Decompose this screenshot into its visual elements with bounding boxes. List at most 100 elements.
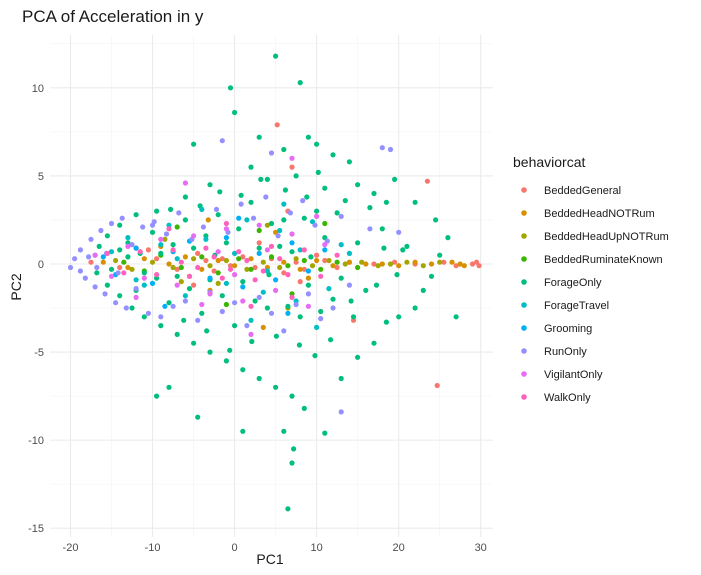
- data-point: [373, 282, 380, 288]
- data-point: [379, 145, 385, 151]
- y-tick-label: -15: [28, 523, 44, 535]
- data-point: [348, 298, 354, 304]
- series-ForageOnly: [92, 53, 459, 512]
- data-point: [334, 264, 340, 271]
- data-point: [104, 282, 110, 288]
- data-point: [213, 206, 220, 212]
- data-point: [346, 250, 352, 256]
- chart-title: PCA of Acceleration in y: [22, 7, 204, 26]
- data-point: [453, 314, 459, 320]
- data-point: [326, 286, 332, 292]
- data-point: [264, 176, 270, 182]
- data-point: [371, 340, 377, 346]
- data-point: [178, 264, 184, 271]
- data-point: [367, 205, 373, 211]
- data-point: [86, 254, 92, 260]
- data-point: [140, 224, 146, 230]
- data-point: [133, 277, 139, 283]
- data-point: [207, 263, 213, 269]
- data-point: [273, 53, 279, 59]
- data-point: [133, 286, 139, 292]
- data-point: [117, 264, 123, 271]
- data-point: [104, 233, 110, 239]
- legend: behaviorcat BeddedGeneral BeddedHeadNOTRu…: [513, 154, 669, 404]
- data-point: [166, 222, 172, 228]
- data-point: [469, 261, 476, 267]
- data-point: [125, 235, 131, 241]
- data-point: [304, 194, 310, 200]
- data-point: [141, 275, 147, 281]
- data-point: [282, 187, 288, 193]
- data-point: [236, 249, 242, 255]
- data-point: [264, 247, 270, 253]
- data-point: [195, 264, 201, 271]
- data-point: [285, 310, 291, 316]
- data-point: [240, 367, 246, 373]
- data-point: [338, 242, 344, 248]
- data-point: [334, 210, 340, 216]
- data-point: [113, 257, 119, 264]
- x-tick-label: 10: [310, 542, 322, 554]
- data-point: [400, 247, 406, 253]
- data-point: [256, 227, 262, 234]
- data-point: [428, 261, 435, 267]
- data-point: [141, 314, 147, 320]
- data-point: [314, 141, 320, 147]
- data-point: [182, 298, 188, 304]
- data-point: [96, 243, 102, 249]
- legend-key-BeddedHeadNOTRum: [521, 210, 527, 216]
- data-point: [264, 268, 270, 274]
- data-point: [281, 270, 287, 276]
- data-point: [326, 257, 332, 264]
- data-point: [248, 256, 254, 262]
- data-point: [248, 266, 254, 272]
- data-point: [428, 273, 435, 279]
- data-point: [158, 242, 164, 248]
- data-point: [293, 301, 299, 308]
- data-point: [100, 254, 106, 260]
- y-tick-label: 10: [32, 83, 44, 95]
- legend-key-RunOnly: [521, 348, 527, 354]
- data-point: [215, 249, 221, 255]
- data-point: [338, 409, 344, 415]
- data-point: [141, 270, 147, 276]
- data-point: [166, 226, 172, 232]
- data-point: [191, 233, 197, 239]
- data-point: [260, 289, 266, 295]
- data-point: [199, 310, 205, 316]
- x-tick-label: -20: [63, 542, 79, 554]
- data-point: [476, 263, 482, 269]
- data-point: [322, 430, 328, 436]
- legend-label: BeddedRuminateKnown: [544, 254, 663, 266]
- data-point: [100, 259, 106, 265]
- data-point: [285, 506, 291, 512]
- legend-label: BeddedHeadUpNOTRum: [544, 231, 669, 243]
- data-point: [330, 152, 336, 158]
- data-point: [287, 210, 293, 216]
- data-point: [367, 226, 373, 232]
- data-point: [305, 282, 311, 288]
- data-point: [163, 231, 170, 237]
- data-point: [273, 277, 279, 283]
- data-point: [133, 212, 139, 218]
- data-point: [314, 257, 320, 264]
- data-point: [301, 247, 307, 253]
- data-point: [174, 256, 180, 262]
- data-point: [232, 263, 238, 269]
- data-point: [170, 264, 176, 271]
- data-point: [371, 190, 377, 197]
- legend-key-BeddedRuminateKnown: [521, 256, 527, 262]
- data-point: [232, 109, 238, 116]
- data-point: [215, 212, 221, 218]
- data-point: [252, 277, 258, 283]
- data-point: [191, 245, 197, 251]
- data-point: [199, 206, 205, 212]
- data-point: [263, 194, 269, 200]
- legend-label: BeddedHeadNOTRum: [544, 208, 655, 220]
- data-point: [314, 213, 320, 219]
- data-point: [227, 263, 234, 269]
- data-point: [289, 164, 295, 170]
- x-axis-title: PC1: [256, 551, 283, 567]
- data-point: [149, 222, 156, 228]
- data-point: [293, 173, 299, 179]
